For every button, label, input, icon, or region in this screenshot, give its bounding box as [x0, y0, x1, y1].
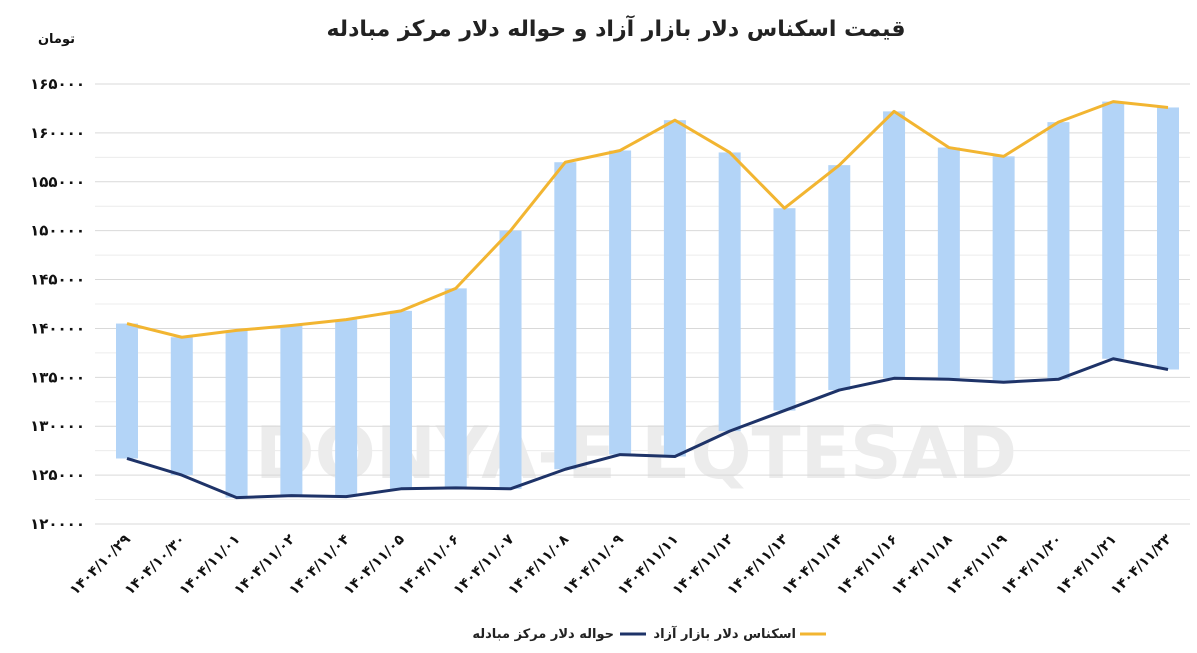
series-lines — [126, 100, 1169, 500]
series-line — [126, 357, 1169, 500]
range-bar — [1047, 122, 1070, 380]
y-tick-label: ۱۶۵۰۰۰ — [30, 75, 85, 93]
range-bar — [554, 162, 577, 470]
y-tick-label: ۱۲۰۰۰۰ — [30, 515, 85, 533]
y-tick-label: ۱۵۰۰۰۰ — [30, 222, 85, 240]
range-bar — [1157, 107, 1179, 370]
y-axis-ticks: ۱۲۰۰۰۰ ۱۲۵۰۰۰ ۱۳۰۰۰۰ ۱۳۵۰۰۰ ۱۴۰۰۰۰ ۱۴۵۰۰۰ ۱۵۰۰… — [30, 75, 85, 533]
legend: اسکناس دلار بازار آزاد حواله دلار مرکز مب… — [472, 625, 826, 642]
range-bar — [170, 337, 193, 476]
range-bar — [663, 120, 686, 457]
range-bar — [992, 156, 1015, 383]
range-bar — [937, 147, 960, 380]
range-bar — [335, 319, 358, 497]
range-bars — [116, 101, 1179, 498]
range-bar — [444, 288, 467, 488]
range-bar — [718, 152, 741, 432]
chart-title: قیمت اسکناس دلار بازار آزاد و حواله دلار… — [326, 14, 905, 42]
series-line — [126, 100, 1169, 339]
watermark: DONYA-E EQTESAD — [255, 411, 1017, 495]
range-bar — [773, 208, 796, 411]
y-tick-label: ۱۲۵۰۰۰ — [30, 466, 85, 484]
range-bar — [280, 325, 303, 496]
legend-label: اسکناس دلار بازار آزاد — [653, 625, 796, 642]
range-bar — [116, 323, 138, 459]
y-tick-label: ۱۵۵۰۰۰ — [30, 173, 85, 191]
range-bar — [1102, 101, 1125, 359]
y-tick-label: ۱۶۰۰۰۰ — [30, 124, 85, 142]
x-axis-ticks: ۱۴۰۴/۱۰/۲۹۱۴۰۴/۱۰/۳۰۱۴۰۴/۱۱/۰۱۱۴۰۴/۱۱/۰۲… — [67, 531, 1175, 598]
range-bar — [609, 150, 632, 455]
y-tick-label: ۱۳۵۰۰۰ — [30, 368, 85, 386]
range-bar — [389, 310, 412, 489]
unit-label: تومان — [38, 32, 75, 47]
legend-label: حواله دلار مرکز مبادله — [472, 627, 614, 642]
range-bar — [225, 330, 248, 498]
y-tick-label: ۱۴۵۰۰۰ — [30, 271, 85, 289]
y-tick-label: ۱۳۰۰۰۰ — [30, 417, 85, 435]
y-tick-label: ۱۴۰۰۰۰ — [30, 319, 85, 337]
range-bar — [828, 165, 851, 391]
range-bar — [883, 111, 906, 379]
range-bar — [499, 230, 522, 489]
